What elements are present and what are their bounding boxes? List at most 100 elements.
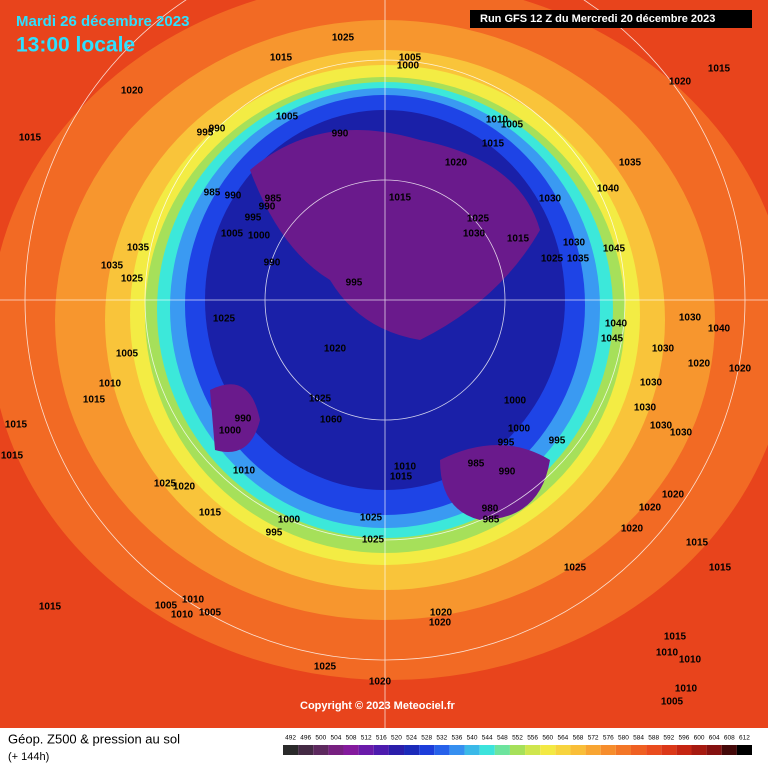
pressure-label: 1000 xyxy=(219,426,242,437)
pressure-label: 1010 xyxy=(233,466,256,477)
colorbar-label: 560 xyxy=(542,735,553,742)
pressure-label: 1020 xyxy=(445,158,468,169)
pressure-label: 1025 xyxy=(362,535,385,546)
low-core xyxy=(440,445,550,520)
pressure-label: 1025 xyxy=(154,479,177,490)
colorbar-swatch xyxy=(706,745,722,755)
pressure-label: 1015 xyxy=(664,632,687,643)
pressure-label: 990 xyxy=(235,414,252,425)
pressure-label: 995 xyxy=(266,528,283,539)
colorbar-swatch xyxy=(494,745,510,755)
colorbar-swatch xyxy=(585,745,601,755)
pressure-label: 1025 xyxy=(332,33,355,44)
pressure-label: 985 xyxy=(204,188,221,199)
colorbar-swatch xyxy=(540,745,556,755)
pressure-label: 1010 xyxy=(486,115,509,126)
pressure-label: 1010 xyxy=(675,684,698,695)
pressure-label: 1005 xyxy=(199,608,222,619)
pressure-label: 1035 xyxy=(567,254,590,265)
pressure-label: 980 xyxy=(482,504,499,515)
pressure-label: 1005 xyxy=(661,697,684,708)
colorbar-label: 608 xyxy=(724,735,735,742)
colorbar-label: 516 xyxy=(376,735,387,742)
colorbar-swatch xyxy=(721,745,737,755)
pressure-label: 1010 xyxy=(171,610,194,621)
pressure-label: 1020 xyxy=(429,618,452,629)
pressure-label: 990 xyxy=(499,467,516,478)
colorbar-label: 544 xyxy=(482,735,493,742)
pressure-label: 1020 xyxy=(669,77,692,88)
pressure-label: 1010 xyxy=(182,595,205,606)
pressure-label: 1030 xyxy=(463,229,486,240)
pressure-label: 990 xyxy=(264,258,281,269)
colorbar-label: 524 xyxy=(406,735,417,742)
pressure-label: 1005 xyxy=(116,349,139,360)
run-box xyxy=(470,10,752,28)
colorbar-label: 572 xyxy=(588,735,599,742)
colorbar-swatch xyxy=(661,745,677,755)
pressure-label: 990 xyxy=(209,124,226,135)
colorbar-swatch xyxy=(691,745,707,755)
colorbar-swatch xyxy=(555,745,571,755)
colorbar-swatch xyxy=(464,745,480,755)
pressure-label: 1020 xyxy=(369,677,392,688)
pressure-label: 1030 xyxy=(650,421,673,432)
colorbar-label: 532 xyxy=(436,735,447,742)
pressure-label: 1025 xyxy=(467,214,490,225)
colorbar-label: 588 xyxy=(648,735,659,742)
pressure-label: 995 xyxy=(197,128,214,139)
colorbar-label: 592 xyxy=(663,735,674,742)
pressure-label: 1045 xyxy=(601,334,624,345)
pressure-label: 1005 xyxy=(399,53,422,64)
pressure-label: 1000 xyxy=(508,424,531,435)
colorbar-swatch xyxy=(373,745,389,755)
colorbar-label: 564 xyxy=(557,735,568,742)
colorbar-label: 596 xyxy=(678,735,689,742)
pressure-label: 1035 xyxy=(101,261,124,272)
colorbar-swatch xyxy=(419,745,435,755)
pressure-label: 1025 xyxy=(314,662,337,673)
pressure-label: 1025 xyxy=(541,254,564,265)
colorbar-swatch xyxy=(509,745,526,755)
pressure-label: 1020 xyxy=(639,503,662,514)
colorbar-label: 568 xyxy=(573,735,584,742)
pressure-label: 1005 xyxy=(501,120,524,131)
pressure-label: 1015 xyxy=(709,563,732,574)
pressure-label: 1020 xyxy=(121,86,144,97)
pressure-label: 1020 xyxy=(430,608,453,619)
graticule xyxy=(0,0,768,728)
colorbar-label: 548 xyxy=(497,735,508,742)
pressure-label: 1035 xyxy=(619,158,642,169)
pressure-label: 1000 xyxy=(248,231,271,242)
pressure-label: 1010 xyxy=(656,648,679,659)
low-core xyxy=(210,384,260,452)
forecast: (+ 144h) xyxy=(8,751,49,763)
colorbar-label: 500 xyxy=(315,735,326,742)
pressure-label: 1015 xyxy=(39,602,62,613)
pressure-label: 1015 xyxy=(708,64,731,75)
pressure-label: 1000 xyxy=(504,396,527,407)
colorbar-swatch xyxy=(646,745,662,755)
pressure-label: 1020 xyxy=(173,482,196,493)
colorbar-swatch xyxy=(449,745,465,755)
colorbar-swatch xyxy=(283,745,299,755)
pressure-label: 1015 xyxy=(19,133,42,144)
pressure-label: 1030 xyxy=(539,194,562,205)
pressure-label: 1025 xyxy=(121,274,144,285)
pressure-label: 1030 xyxy=(670,428,693,439)
pressure-label: 1005 xyxy=(155,601,178,612)
colorbar-label: 552 xyxy=(512,735,523,742)
low-core xyxy=(250,130,540,340)
pressure-label: 1010 xyxy=(99,379,122,390)
colorbar: 492 496 500 504 508 512 516 520 524 528 532 536 540 5… xyxy=(283,735,752,755)
pressure-label: 1030 xyxy=(679,313,702,324)
pressure-label: 1040 xyxy=(597,184,620,195)
colorbar-label: 584 xyxy=(633,735,644,742)
date: Mardi 26 décembre 2023 xyxy=(16,13,189,30)
colorbar-swatch xyxy=(434,745,450,755)
pressure-label: 995 xyxy=(346,278,363,289)
pressure-label: 995 xyxy=(549,436,566,447)
pressure-label: 1015 xyxy=(507,234,530,245)
